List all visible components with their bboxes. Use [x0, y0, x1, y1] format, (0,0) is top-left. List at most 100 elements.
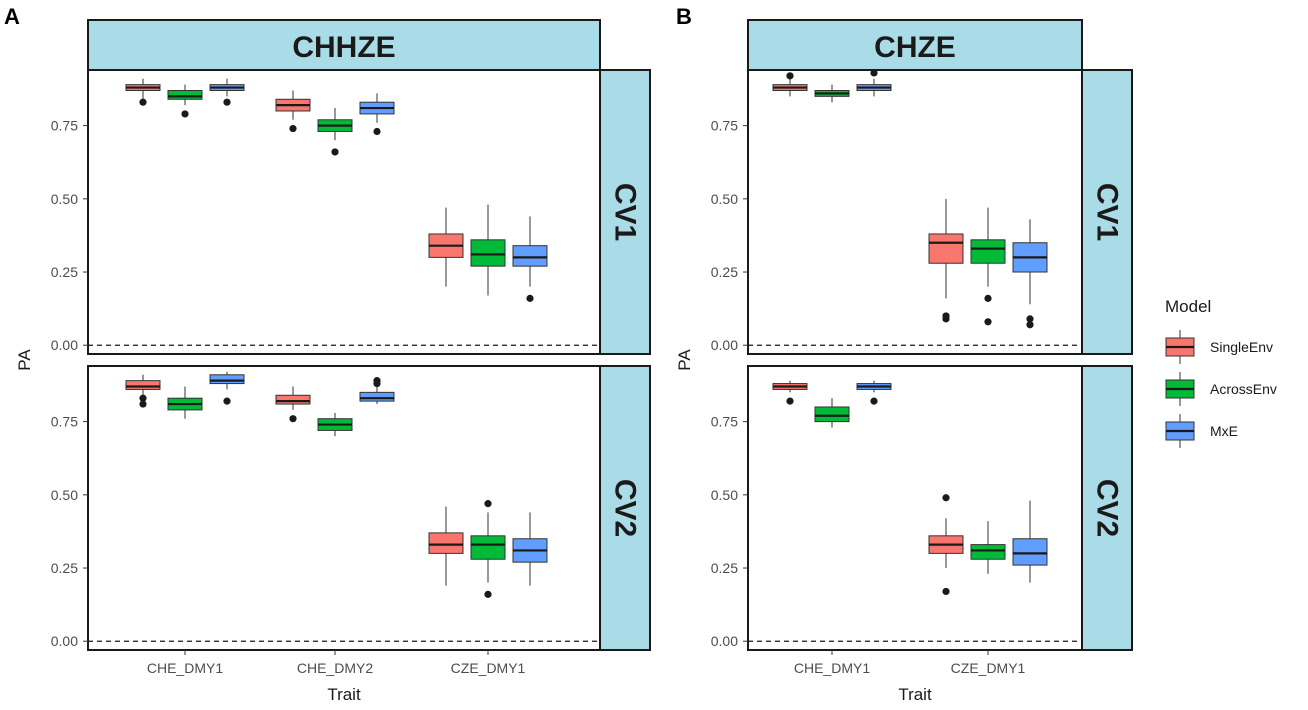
y-axis-title: PA: [15, 349, 34, 371]
outlier-point: [984, 318, 992, 326]
box-acrossenv-cze_dmy1: [970, 521, 1006, 574]
box-acrossenv-che_dmy1: [814, 84, 850, 103]
box-body: [512, 245, 548, 267]
box-body: [470, 535, 506, 560]
legend-item-mxe: MxE: [1165, 414, 1238, 448]
plot-area: [747, 69, 1083, 355]
facet-strip-right: [599, 69, 651, 355]
facet-label: CV2: [1091, 479, 1124, 537]
box-acrossenv-cze_dmy1: [470, 204, 506, 296]
y-tick-label: 0.00: [51, 337, 78, 353]
box-singleenv-che_dmy2: [275, 90, 311, 133]
outlier-point: [942, 494, 950, 502]
box-mxe-che_dmy1: [856, 380, 892, 405]
box-body: [125, 380, 161, 390]
outlier-point: [1026, 321, 1034, 329]
y-tick-label: 0.50: [51, 487, 78, 503]
facet-strip-top: [87, 19, 601, 71]
box-body: [359, 391, 395, 402]
box-mxe-che_dmy2: [359, 93, 395, 136]
box-acrossenv-che_dmy2: [317, 412, 353, 437]
legend-item-acrossenv: AcrossEnv: [1165, 372, 1277, 406]
facet-cv1: CV1 0.00 0.25 0.50 0.75: [711, 69, 1133, 355]
outlier-point: [526, 294, 534, 302]
legend-title: Model: [1165, 297, 1211, 316]
outlier-point: [223, 397, 231, 405]
y-axis-title: PA: [675, 349, 694, 371]
y-tick-label: 0.00: [51, 633, 78, 649]
outlier-point: [139, 98, 147, 106]
facet-label: CV1: [1091, 183, 1124, 241]
outlier-point: [484, 590, 492, 598]
facet-strip-right: [1081, 69, 1133, 355]
facet-label: CV1: [609, 183, 642, 241]
box-mxe-cze_dmy1: [512, 216, 548, 302]
y-tick-label: 0.25: [711, 560, 738, 576]
y-tick-label: 0.50: [711, 487, 738, 503]
box-body: [428, 532, 464, 554]
legend-label: AcrossEnv: [1210, 381, 1277, 397]
box-singleenv-che_dmy2: [275, 386, 311, 423]
box-singleenv-che_dmy1: [125, 78, 161, 106]
box-acrossenv-che_dmy1: [167, 386, 203, 419]
box-body: [470, 239, 506, 267]
y-tick-label: 0.50: [51, 191, 78, 207]
facet-strip-right: [1081, 365, 1133, 651]
legend: Model SingleEnv AcrossEnv MxE: [1165, 297, 1277, 448]
y-tick-label: 0.75: [51, 414, 78, 430]
box-singleenv-che_dmy1: [772, 380, 808, 405]
outlier-point: [942, 312, 950, 320]
outlier-point: [331, 148, 339, 156]
box-acrossenv-che_dmy2: [317, 108, 353, 156]
box-singleenv-che_dmy1: [772, 72, 808, 97]
box-acrossenv-che_dmy1: [814, 398, 850, 428]
x-tick-label: CHE_DMY1: [147, 660, 223, 676]
panel-b: B CHZE CV1 0.00 0.25 0.50 0.75 CV2 0.00 0.25 0.50 0…: [675, 4, 1133, 704]
box-body: [167, 89, 203, 100]
y-tick-label: 0.75: [711, 414, 738, 430]
outlier-point: [786, 72, 794, 80]
legend-label: MxE: [1210, 423, 1238, 439]
x-tick-label: CZE_DMY1: [951, 660, 1026, 676]
outlier-point: [181, 110, 189, 118]
x-tick-label: CHE_DMY1: [794, 660, 870, 676]
box-body: [1012, 538, 1048, 566]
box-mxe-che_dmy1: [209, 371, 245, 405]
outlier-point: [942, 587, 950, 596]
outlier-point: [289, 124, 297, 133]
box-acrossenv-che_dmy1: [167, 84, 203, 118]
box-singleenv-che_dmy1: [125, 374, 161, 408]
box-acrossenv-cze_dmy1: [470, 500, 506, 598]
box-body: [970, 239, 1006, 264]
facet-cv2: CV2 0.00 0.25 0.50 0.75: [711, 365, 1133, 651]
box-body: [209, 374, 245, 385]
box-body: [814, 406, 850, 423]
plot-area: [87, 365, 601, 651]
outlier-point: [139, 400, 147, 408]
outlier-point: [484, 500, 492, 508]
box-singleenv-cze_dmy1: [928, 198, 964, 323]
box-singleenv-cze_dmy1: [428, 506, 464, 586]
plot-area: [87, 69, 601, 355]
y-tick-label: 0.25: [711, 264, 738, 280]
y-tick-label: 0.25: [51, 264, 78, 280]
panel-letter: B: [676, 4, 692, 29]
x-tick-label: CHE_DMY2: [297, 660, 373, 676]
outlier-point: [373, 127, 381, 136]
legend-label: SingleEnv: [1210, 339, 1273, 355]
box-mxe-cze_dmy1: [512, 512, 548, 586]
box-mxe-cze_dmy1: [1012, 500, 1048, 583]
outlier-point: [870, 397, 878, 405]
facet-label: CV2: [609, 479, 642, 537]
outlier-point: [139, 394, 147, 402]
y-tick-label: 0.75: [711, 118, 738, 134]
box-body: [275, 394, 311, 405]
panel-letter: A: [4, 4, 20, 29]
y-tick-label: 0.50: [711, 191, 738, 207]
outlier-point: [1026, 315, 1034, 323]
panel-a: A CHHZE CV1 0.00 0.25 0.50 0.75 CV2 0.00 0.25 0.50…: [4, 4, 651, 704]
outlier-point: [223, 98, 231, 106]
outlier-point: [373, 377, 381, 385]
x-axis-title: Trait: [898, 685, 932, 704]
